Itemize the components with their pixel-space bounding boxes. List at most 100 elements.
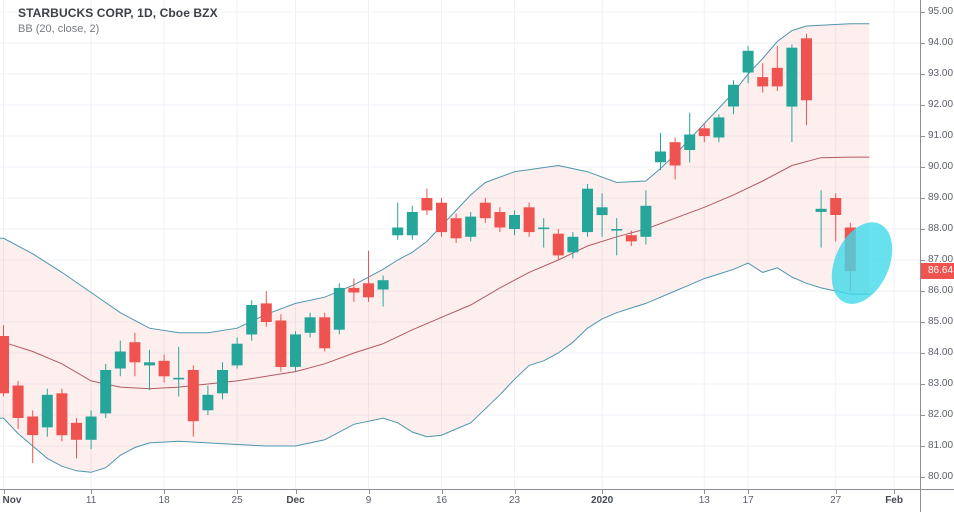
time-tick-label: 27: [830, 495, 842, 506]
price-pane[interactable]: [0, 0, 920, 489]
candle-body: [596, 207, 608, 216]
candle-body: [144, 362, 155, 366]
time-tick-label: 2020: [590, 495, 614, 506]
candlestick: [421, 188, 433, 216]
candlestick: [260, 291, 272, 327]
time-tick-label: Nov: [2, 495, 22, 506]
candle-body: [158, 360, 170, 377]
time-tick-label: 16: [435, 495, 448, 506]
candlestick: [187, 365, 199, 437]
candlestick: [158, 354, 170, 383]
candle-body: [27, 416, 39, 436]
candle-body: [377, 280, 389, 290]
candle-body: [275, 320, 287, 367]
candlestick: [290, 331, 301, 372]
candlestick: [202, 385, 214, 415]
candle-body: [173, 377, 185, 380]
price-axis[interactable]: 86.64 95.00 94.00 93.00 92.00 91.00 90.00 89.0…: [921, 0, 954, 489]
time-axis-tick: [704, 490, 706, 494]
time-axis-tick: [748, 490, 750, 494]
candle-body: [728, 84, 739, 107]
candlestick: [56, 388, 68, 442]
price-axis-tick: [921, 476, 925, 478]
bollinger-lower-line: [0, 262, 870, 473]
candlestick: [611, 218, 623, 256]
candle-body: [319, 317, 331, 349]
candle-body: [771, 67, 783, 87]
price-axis-tick: [921, 73, 925, 75]
candlestick: [0, 325, 9, 397]
candle-body: [129, 342, 141, 363]
candle-body: [698, 128, 710, 137]
candlestick: [552, 229, 564, 260]
symbol-title[interactable]: STARBUCKS CORP, 1D, Cboe BZX: [18, 6, 218, 20]
candlestick: [786, 44, 798, 143]
candlestick: [523, 202, 535, 237]
price-tick-label: 81.00: [928, 440, 954, 451]
candle-body: [348, 287, 360, 293]
price-tick-label: 82.00: [928, 409, 954, 420]
candlestick: [815, 190, 827, 248]
bollinger-fill: [0, 23, 870, 473]
candle-body: [611, 229, 623, 231]
price-tick-label: 83.00: [928, 378, 954, 389]
candlestick: [450, 213, 462, 243]
candle-body: [114, 351, 126, 369]
candle-body: [231, 343, 243, 366]
candlestick: [494, 207, 506, 233]
candle-body: [742, 50, 754, 73]
chart-legend: STARBUCKS CORP, 1D, Cboe BZX BB (20, clo…: [18, 6, 218, 35]
candle-body: [669, 142, 681, 166]
time-axis-tick: [602, 490, 604, 494]
time-tick-label: 23: [508, 495, 521, 506]
candle-body: [450, 218, 462, 239]
candlestick: [698, 123, 710, 143]
time-tick-label: 17: [742, 495, 754, 506]
candle-body: [406, 212, 418, 236]
candle-body: [333, 287, 345, 330]
candlestick: [71, 418, 82, 459]
candle-body: [465, 216, 477, 237]
candle-body: [567, 236, 579, 253]
price-tick-label: 86.00: [928, 285, 954, 296]
time-axis[interactable]: Nov 11 18 25 Dec 9 16 23 2020 13 17 27 Feb: [0, 490, 954, 512]
candlestick: [144, 349, 155, 391]
candle-body: [56, 393, 68, 436]
candlestick: [436, 198, 447, 237]
candlestick: [41, 388, 53, 437]
time-tick-label: Feb: [885, 495, 903, 506]
price-axis-border: [920, 0, 921, 512]
price-tick-label: 90.00: [928, 161, 954, 172]
price-tick-label: 89.00: [928, 192, 954, 203]
candle-body: [290, 334, 301, 367]
candle-body: [436, 202, 447, 233]
candle-body: [392, 227, 404, 236]
candle-body: [202, 394, 214, 411]
price-tick-label: 92.00: [928, 99, 954, 110]
candlestick: [333, 283, 345, 335]
price-axis-tick: [921, 321, 925, 323]
candlestick: [319, 312, 331, 352]
price-tick-label: 94.00: [928, 37, 954, 48]
candle-body: [684, 134, 696, 150]
time-axis-tick: [514, 490, 516, 494]
candle-body: [582, 188, 593, 233]
price-tick-label: 95.00: [928, 6, 954, 17]
price-axis-tick: [921, 352, 925, 354]
candlestick: [742, 46, 754, 84]
candlestick: [392, 202, 404, 240]
candle-body: [494, 212, 506, 228]
candlestick: [596, 193, 608, 237]
price-axis-tick: [921, 11, 925, 13]
price-tick-label: 87.00: [928, 254, 954, 265]
candlestick: [669, 137, 681, 180]
grid-layer: [0, 0, 920, 489]
candlestick: [27, 410, 39, 464]
price-axis-tick: [921, 290, 925, 292]
candle-body: [246, 305, 258, 335]
candle-body: [0, 336, 9, 394]
candlestick: [377, 275, 389, 307]
indicator-label[interactable]: BB (20, close, 2): [18, 23, 100, 35]
time-axis-tick: [835, 490, 837, 494]
highlight-ellipse-annotation[interactable]: [820, 213, 904, 314]
